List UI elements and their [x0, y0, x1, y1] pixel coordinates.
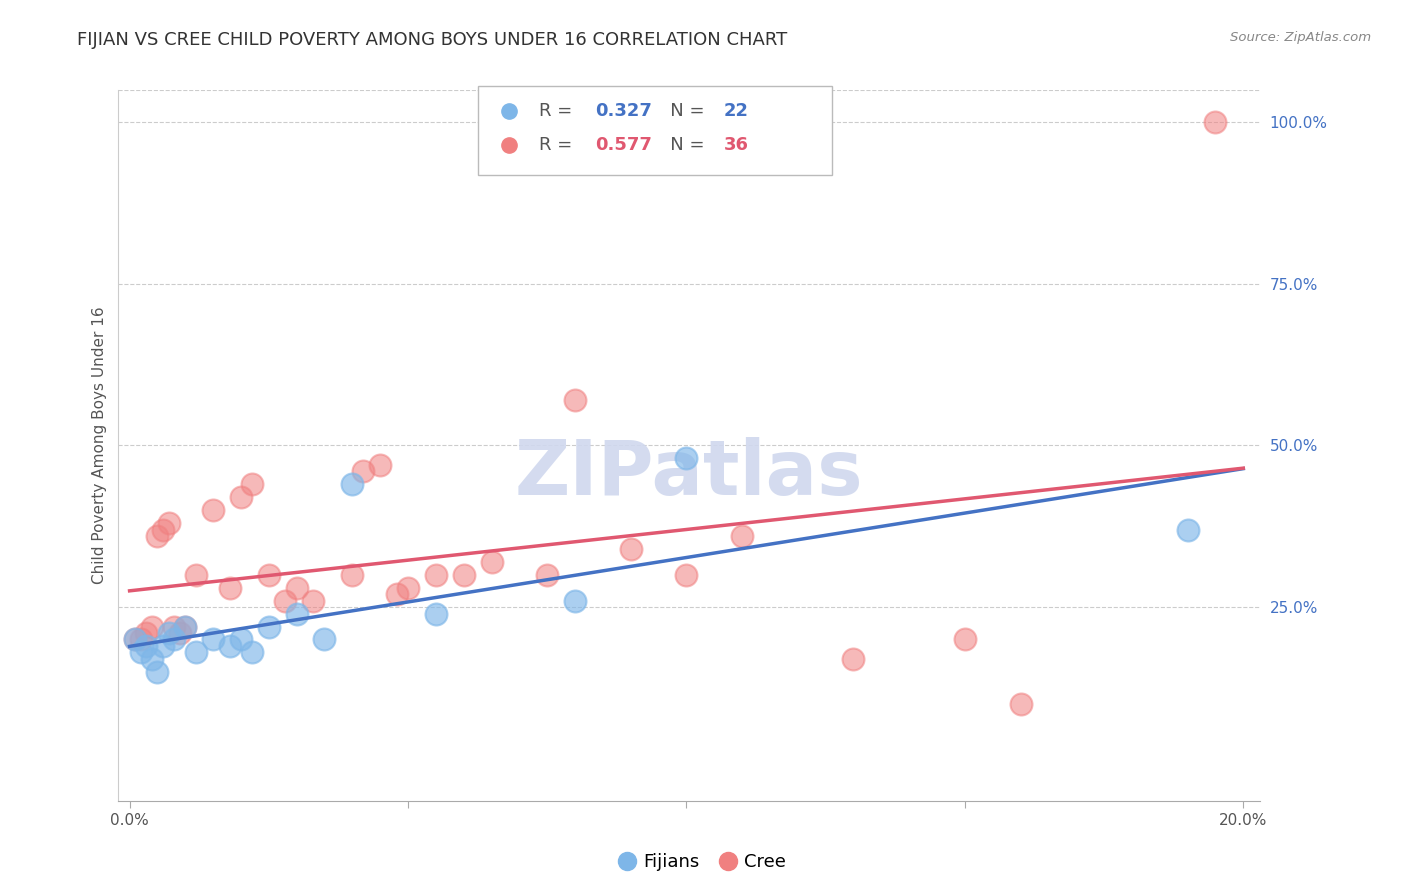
- Text: Source: ZipAtlas.com: Source: ZipAtlas.com: [1230, 31, 1371, 45]
- Point: [731, 529, 754, 543]
- Point: [240, 477, 263, 491]
- Point: [257, 619, 280, 633]
- Point: [202, 503, 225, 517]
- Point: [675, 567, 697, 582]
- Point: [124, 632, 146, 647]
- Text: ZIPatlas: ZIPatlas: [515, 437, 863, 511]
- Point: [675, 451, 697, 466]
- Text: R =: R =: [538, 136, 578, 154]
- Text: 0.327: 0.327: [596, 103, 652, 120]
- Point: [141, 652, 163, 666]
- Point: [135, 626, 157, 640]
- Point: [385, 587, 408, 601]
- Point: [157, 626, 180, 640]
- Point: [124, 632, 146, 647]
- Point: [425, 567, 447, 582]
- Y-axis label: Child Poverty Among Boys Under 16: Child Poverty Among Boys Under 16: [93, 307, 107, 584]
- Point: [169, 626, 191, 640]
- Point: [285, 581, 308, 595]
- Point: [163, 632, 186, 647]
- Point: [135, 639, 157, 653]
- Text: FIJIAN VS CREE CHILD POVERTY AMONG BOYS UNDER 16 CORRELATION CHART: FIJIAN VS CREE CHILD POVERTY AMONG BOYS …: [77, 31, 787, 49]
- Point: [274, 593, 297, 607]
- Point: [129, 632, 152, 647]
- Text: R =: R =: [538, 103, 578, 120]
- Point: [396, 581, 419, 595]
- Point: [564, 593, 586, 607]
- Point: [152, 523, 174, 537]
- Point: [146, 529, 169, 543]
- Point: [368, 458, 391, 472]
- Point: [163, 619, 186, 633]
- Point: [1204, 115, 1226, 129]
- Point: [218, 581, 240, 595]
- Point: [229, 490, 252, 504]
- Point: [536, 567, 558, 582]
- Point: [342, 477, 364, 491]
- Point: [453, 567, 475, 582]
- Point: [202, 632, 225, 647]
- Point: [285, 607, 308, 621]
- Point: [174, 619, 197, 633]
- Point: [146, 665, 169, 679]
- Point: [218, 639, 240, 653]
- Point: [564, 393, 586, 408]
- Point: [481, 555, 503, 569]
- Point: [1177, 523, 1199, 537]
- Point: [1010, 697, 1032, 711]
- Point: [157, 516, 180, 530]
- Point: [186, 645, 208, 659]
- Point: [302, 593, 325, 607]
- Point: [342, 567, 364, 582]
- Point: [240, 645, 263, 659]
- Point: [842, 652, 865, 666]
- Point: [425, 607, 447, 621]
- Point: [229, 632, 252, 647]
- Point: [257, 567, 280, 582]
- Legend: Fijians, Cree: Fijians, Cree: [613, 847, 793, 879]
- Text: N =: N =: [652, 136, 710, 154]
- Point: [129, 645, 152, 659]
- Point: [953, 632, 976, 647]
- Point: [353, 464, 375, 478]
- Text: 22: 22: [724, 103, 748, 120]
- Text: 0.577: 0.577: [596, 136, 652, 154]
- Text: N =: N =: [652, 103, 710, 120]
- Point: [620, 541, 643, 556]
- Point: [152, 639, 174, 653]
- Point: [174, 619, 197, 633]
- Text: 36: 36: [724, 136, 748, 154]
- FancyBboxPatch shape: [478, 87, 832, 175]
- Point: [186, 567, 208, 582]
- Point: [314, 632, 336, 647]
- Point: [141, 619, 163, 633]
